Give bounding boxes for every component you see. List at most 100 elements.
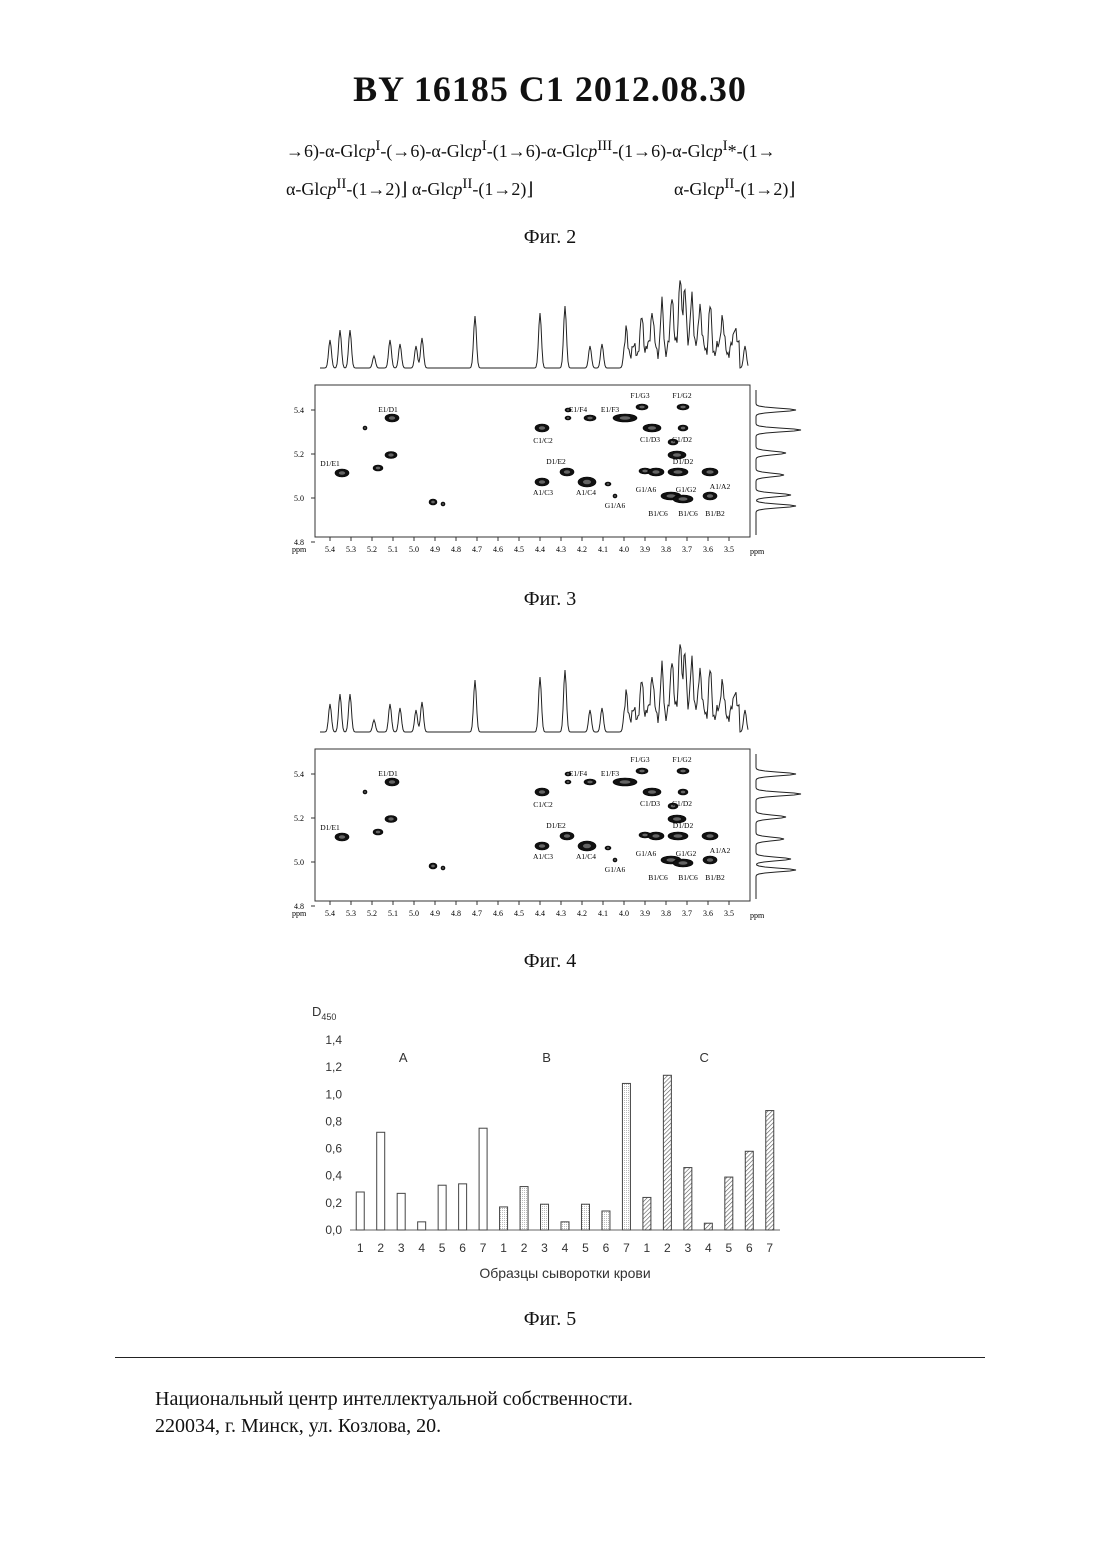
y-tick-label: 1,2 xyxy=(325,1060,342,1074)
nmr-y-tick: 5.2 xyxy=(294,450,304,459)
formula-line-2b: α-GlcpII-(1→2)⌋ xyxy=(674,176,795,200)
nmr-x-tick: 3.7 xyxy=(682,545,692,554)
nmr-peak-label: C1/D3 xyxy=(640,799,660,808)
nmr-x-tick: 4.5 xyxy=(514,545,524,554)
nmr-x-tick: 5.2 xyxy=(367,909,377,918)
nmr-peak-label: B1/B2 xyxy=(705,509,725,518)
x-tick-label: 4 xyxy=(418,1241,425,1255)
nmr-peak-label: G1/G2 xyxy=(676,849,697,858)
x-tick-label: 4 xyxy=(562,1241,569,1255)
nmr-x-tick: 4.2 xyxy=(577,545,587,554)
nmr-peak-label: A1/C3 xyxy=(533,852,553,861)
bar xyxy=(479,1128,487,1230)
nmr-vertical-projection xyxy=(756,390,801,535)
nmr-y-tick: 5.4 xyxy=(294,770,304,779)
nmr-x-tick: 4.0 xyxy=(619,909,629,918)
x-tick-label: 1 xyxy=(644,1241,651,1255)
nmr-x-tick: 3.5 xyxy=(724,545,734,554)
bar xyxy=(766,1111,774,1230)
nmr-peak-label: C1/C2 xyxy=(533,800,553,809)
nmr-peak-label: E1/F4 xyxy=(569,405,588,414)
bar xyxy=(684,1168,692,1230)
nmr-peak-label: G1/A6 xyxy=(605,865,626,874)
bar xyxy=(725,1177,733,1230)
nmr-1d-projection xyxy=(320,280,748,368)
y-tick-label: 0,8 xyxy=(325,1114,342,1128)
nmr-x-tick: 3.8 xyxy=(661,909,671,918)
x-tick-label: 1 xyxy=(357,1241,364,1255)
nmr-y-tick: 5.4 xyxy=(294,406,304,415)
bar xyxy=(500,1207,508,1230)
x-tick-label: 7 xyxy=(766,1241,773,1255)
nmr-spectrum-fig4: 5.45.35.25.15.04.94.84.74.64.54.44.34.24… xyxy=(290,634,810,926)
y-tick-label: 1,4 xyxy=(325,1033,342,1047)
bar xyxy=(541,1204,549,1230)
nmr-x-tick: 4.6 xyxy=(493,545,503,554)
nmr-peak-label: C1/C2 xyxy=(533,436,553,445)
nmr-unit-label: ppm xyxy=(750,911,765,920)
nmr-peak-label: D1/D2 xyxy=(673,457,694,466)
nmr-x-tick: 4.4 xyxy=(535,909,545,918)
bar-chart-fig5: 1,41,21,00,80,60,40,20,0D4501234567A1234… xyxy=(310,1000,790,1290)
x-axis-label: Образцы сыворотки крови xyxy=(479,1265,650,1281)
bar xyxy=(459,1184,467,1230)
nmr-x-tick: 3.9 xyxy=(640,909,650,918)
footer-divider xyxy=(115,1357,985,1358)
x-tick-label: 3 xyxy=(398,1241,405,1255)
x-tick-label: 3 xyxy=(685,1241,692,1255)
x-tick-label: 6 xyxy=(459,1241,466,1255)
nmr-x-tick: 5.3 xyxy=(346,545,356,554)
nmr-peak-label: F1/G3 xyxy=(630,391,649,400)
nmr-peak-label: C1/D2 xyxy=(672,435,692,444)
bar xyxy=(602,1211,610,1230)
nmr-peak-label: E1/F4 xyxy=(569,769,588,778)
nmr-x-tick: 4.9 xyxy=(430,545,440,554)
nmr-peak-label: G1/A6 xyxy=(605,501,626,510)
nmr-x-tick: 4.7 xyxy=(472,545,482,554)
nmr-x-tick: 5.3 xyxy=(346,909,356,918)
nmr-peak-label: C1/D2 xyxy=(672,799,692,808)
nmr-x-tick: 4.4 xyxy=(535,545,545,554)
bar xyxy=(356,1192,364,1230)
nmr-x-tick: 5.1 xyxy=(388,909,398,918)
nmr-x-tick: 4.1 xyxy=(598,909,608,918)
nmr-x-tick: 3.7 xyxy=(682,909,692,918)
nmr-peak-label: C1/D3 xyxy=(640,435,660,444)
nmr-vertical-projection xyxy=(756,754,801,899)
nmr-y-tick: 5.0 xyxy=(294,494,304,503)
nmr-peak-label: F1/G2 xyxy=(672,391,691,400)
y-tick-label: 0,6 xyxy=(325,1142,342,1156)
patent-header: BY 16185 C1 2012.08.30 xyxy=(0,68,1100,110)
nmr-y-tick: 4.8 xyxy=(294,538,304,547)
y-tick-label: 0,0 xyxy=(325,1223,342,1237)
bar xyxy=(745,1151,753,1230)
bar xyxy=(377,1132,385,1230)
series-label: C xyxy=(700,1050,709,1065)
x-tick-label: 7 xyxy=(480,1241,487,1255)
nmr-x-tick: 4.9 xyxy=(430,909,440,918)
nmr-peak-label: D1/E2 xyxy=(546,457,566,466)
formula-text: →6)-α-GlcpI-(→6)-α-GlcpI-(1→6)-α-GlcpIII… xyxy=(286,141,776,161)
nmr-peak-label: A1/C4 xyxy=(576,852,596,861)
nmr-x-tick: 4.8 xyxy=(451,909,461,918)
nmr-peak-label: A1/C4 xyxy=(576,488,596,497)
x-tick-label: 6 xyxy=(746,1241,753,1255)
nmr-x-tick: 4.8 xyxy=(451,545,461,554)
nmr-y-tick: 5.0 xyxy=(294,858,304,867)
nmr-x-tick: 4.7 xyxy=(472,909,482,918)
x-tick-label: 7 xyxy=(623,1241,630,1255)
nmr-peak-label: B1/C6 xyxy=(648,509,668,518)
nmr-peak-label: G1/G2 xyxy=(676,485,697,494)
bar xyxy=(663,1075,671,1230)
bar xyxy=(397,1193,405,1230)
formula-text: α-GlcpII-(1→2)⌋ α-GlcpII-(1→2)⌋ xyxy=(286,179,533,199)
caption-fig4: Фиг. 4 xyxy=(0,950,1100,973)
nmr-peak-label: A1/C3 xyxy=(533,488,553,497)
nmr-peak-label: D1/D2 xyxy=(673,821,694,830)
series-label: B xyxy=(542,1050,551,1065)
bar xyxy=(438,1185,446,1230)
nmr-peak-label: B1/B2 xyxy=(705,873,725,882)
nmr-peak-label: F1/G3 xyxy=(630,755,649,764)
x-tick-label: 2 xyxy=(521,1241,528,1255)
nmr-x-tick: 5.4 xyxy=(325,909,335,918)
